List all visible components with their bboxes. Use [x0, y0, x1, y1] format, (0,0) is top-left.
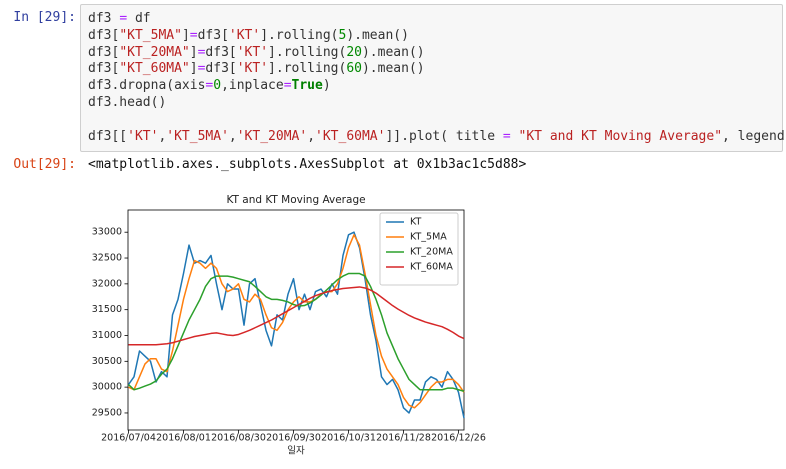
code-line: df3.head() — [88, 95, 167, 110]
code-line: df3["KT_5MA"]=df3['KT'].rolling(5).mean(… — [88, 27, 409, 43]
code-line: df3 = df — [88, 11, 151, 26]
output-prompt: Out[29]: — [13, 157, 76, 172]
y-tick-label: 31500 — [92, 304, 122, 315]
input-prompt: In [29]: — [13, 10, 76, 25]
code-line: df3["KT_20MA"]=df3['KT'].rolling(20).mea… — [88, 44, 425, 60]
y-tick-label: 30500 — [92, 356, 122, 367]
y-tick-label: 31000 — [92, 330, 122, 341]
series-line — [128, 234, 465, 409]
chart: KT and KT Moving Average 일자 29500 30000 30… — [92, 194, 486, 457]
y-tick-label: 30000 — [92, 382, 122, 393]
legend-label: KT_60MA — [410, 262, 453, 273]
y-tick-label: 32000 — [92, 278, 122, 289]
chart-title: KT and KT Moving Average — [226, 194, 365, 206]
x-tick-label: 2016/11/28 — [376, 433, 431, 444]
code-line: df3[['KT','KT_5MA','KT_20MA','KT_60MA']]… — [88, 129, 786, 144]
x-tick-label: 2016/08/30 — [211, 433, 266, 444]
legend-label: KT — [410, 217, 421, 228]
y-tick-label: 29500 — [92, 407, 122, 418]
legend-label: KT_20MA — [410, 247, 453, 258]
x-tick-label: 2016/09/30 — [266, 433, 321, 444]
x-tick-label: 2016/10/31 — [321, 433, 376, 444]
code-line: df3.dropna(axis=0,inplace=True) — [88, 78, 331, 94]
series-line — [127, 231, 465, 419]
legend-label: KT_5MA — [410, 232, 447, 243]
y-tick-label: 33000 — [92, 227, 122, 238]
y-tick-label: 32500 — [92, 253, 122, 264]
code-line: df3["KT_60MA"]=df3['KT'].rolling(60).mea… — [88, 61, 425, 77]
output-text: <matplotlib.axes._subplots.AxesSubplot a… — [88, 157, 527, 172]
x-axis-label: 일자 — [287, 446, 305, 457]
x-tick-label: 2016/12/26 — [431, 433, 486, 444]
x-tick-label: 2016/08/01 — [156, 433, 211, 444]
code-cell[interactable]: df3 = df df3["KT_5MA"]=df3['KT'].rolling(… — [80, 4, 786, 152]
series-line — [128, 286, 465, 346]
x-tick-label: 2016/07/04 — [101, 433, 156, 444]
